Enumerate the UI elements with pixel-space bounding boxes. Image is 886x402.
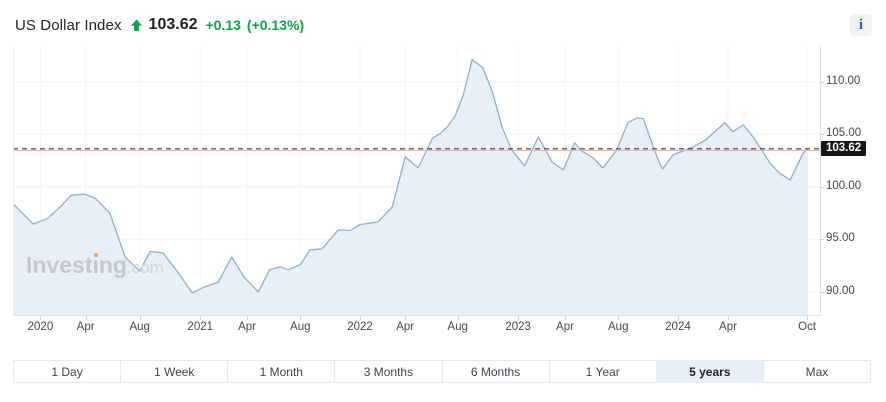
y-axis-label: 90.00 — [826, 284, 855, 297]
x-axis-label: 2023 — [505, 321, 531, 333]
info-icon[interactable]: i — [850, 14, 872, 36]
x-axis-tick — [139, 316, 141, 320]
x-axis-label: 2021 — [187, 321, 214, 333]
price-area-chart[interactable] — [13, 45, 820, 315]
timeframe-button-3-months[interactable]: 3 Months — [334, 360, 443, 383]
y-axis-tick — [820, 81, 824, 83]
y-axis-tick — [820, 239, 824, 241]
x-axis-label: Apr — [556, 321, 574, 333]
x-axis-label: Apr — [238, 321, 256, 333]
x-axis-label: Apr — [76, 321, 95, 333]
x-axis-label: 2020 — [27, 321, 54, 333]
x-axis-label: Apr — [396, 321, 415, 333]
last-price: 103.62 — [148, 16, 198, 33]
price-up-arrow-icon — [130, 19, 142, 32]
x-axis-tick — [677, 316, 679, 320]
x-axis-tick — [85, 316, 87, 320]
y-axis-tick — [820, 186, 824, 188]
x-axis-tick — [200, 316, 202, 320]
instrument-title: US Dollar Index — [15, 16, 122, 34]
header: US Dollar Index 103.62 +0.13 (+0.13%) i — [0, 0, 886, 40]
timeframe-button-6-months[interactable]: 6 Months — [441, 360, 550, 383]
y-axis: 103.62 110.00 105.00 100.00 95.00 90.00 — [820, 0, 886, 402]
timeframe-button-max[interactable]: Max — [762, 360, 871, 383]
x-axis-tick — [457, 316, 459, 320]
x-axis-tick — [728, 316, 729, 320]
timeframe-button-1-day[interactable]: 1 Day — [13, 360, 122, 383]
area-fill — [13, 59, 808, 315]
x-axis-label: Aug — [290, 321, 311, 333]
y-axis-label: 100.00 — [826, 179, 862, 192]
x-axis-label: Aug — [608, 321, 629, 333]
price-line — [13, 59, 809, 294]
timeframe-button-1-year[interactable]: 1 Year — [548, 360, 657, 383]
x-axis-tick — [564, 316, 566, 320]
current-price-badge: 103.62 — [821, 141, 867, 157]
timeframe-button-5-years[interactable]: 5 years — [655, 360, 764, 383]
x-axis-tick — [40, 316, 42, 320]
x-axis-label: 2024 — [665, 321, 691, 333]
x-axis-label: Aug — [129, 321, 150, 333]
x-axis-tick — [518, 316, 520, 320]
y-axis-tick — [820, 291, 824, 293]
timeframe-button-1-week[interactable]: 1 Week — [120, 360, 229, 383]
x-axis-label: Aug — [447, 321, 468, 333]
x-axis-tick — [360, 316, 361, 320]
x-axis-label: 2022 — [347, 321, 373, 333]
timeframe-bar: 1 Day 1 Week 1 Month 3 Months 6 Months 1 Year… — [13, 360, 871, 383]
x-axis-tick — [247, 316, 249, 320]
price-change-percent: (+0.13%) — [246, 17, 305, 33]
x-axis-tick — [300, 316, 302, 320]
timeframe-button-1-month[interactable]: 1 Month — [227, 360, 336, 383]
price-change: +0.13 — [205, 17, 241, 33]
x-axis-label: Apr — [719, 321, 737, 333]
x-axis-tick — [807, 316, 809, 320]
y-axis-label: 95.00 — [826, 232, 855, 245]
x-axis-tick — [618, 316, 620, 320]
y-axis-label: 110.00 — [826, 74, 861, 87]
y-axis-label: 105.00 — [826, 127, 862, 140]
x-axis-label: Oct — [798, 321, 817, 333]
x-axis-tick — [405, 316, 407, 320]
y-axis-tick — [820, 134, 824, 136]
